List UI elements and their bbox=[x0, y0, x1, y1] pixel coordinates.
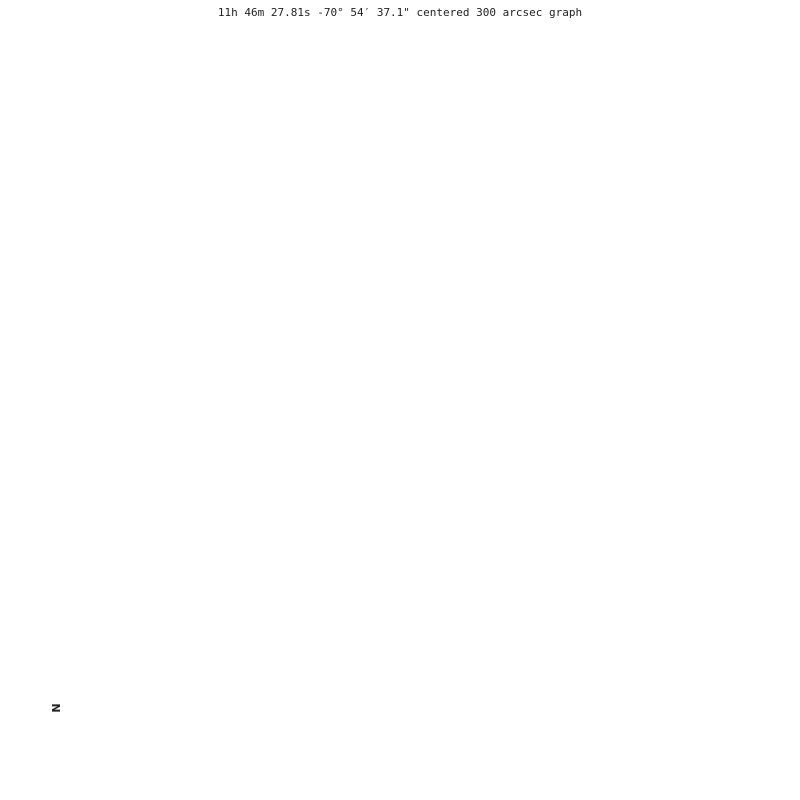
compass-label: N bbox=[50, 703, 63, 712]
chart-title: 11h 46m 27.81s -70° 54′ 37.1" centered 3… bbox=[218, 6, 582, 19]
